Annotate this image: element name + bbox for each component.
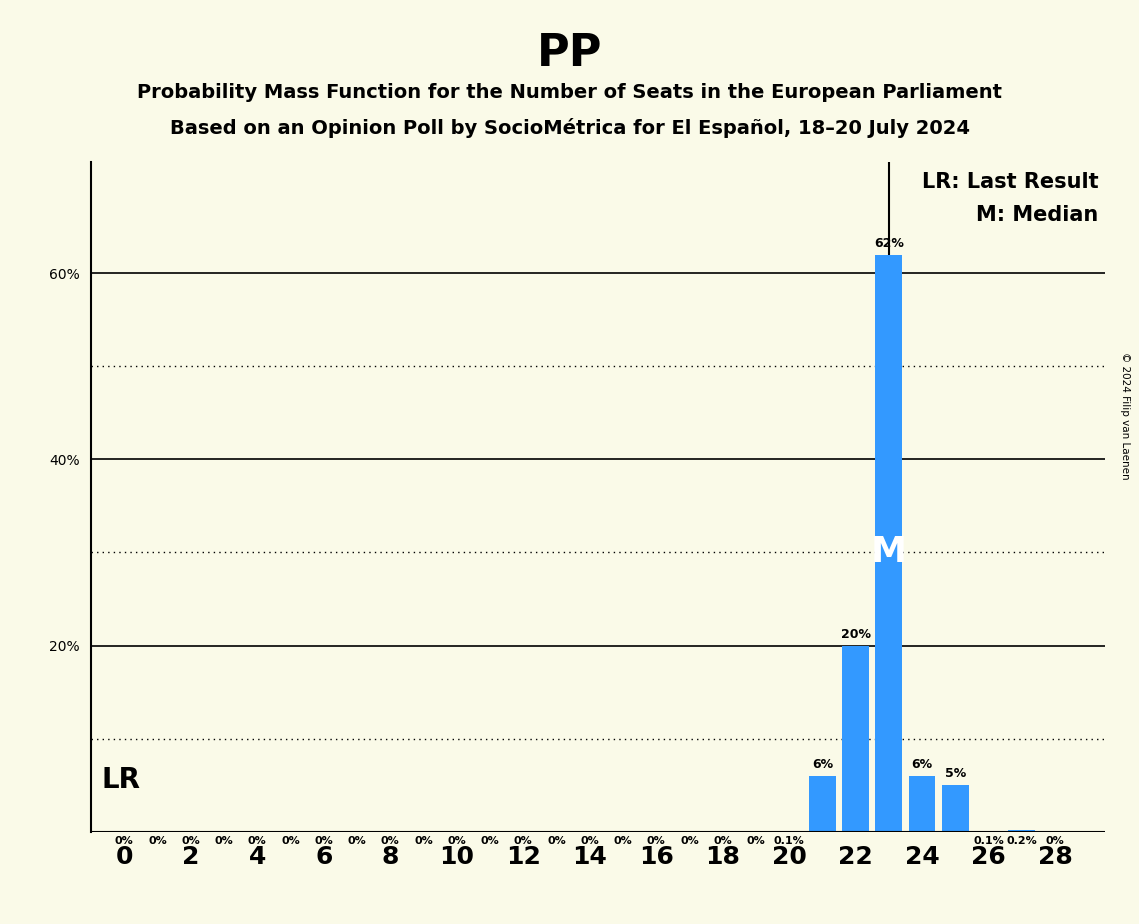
Text: 62%: 62%: [874, 237, 903, 250]
Text: 0%: 0%: [214, 836, 233, 846]
Text: 0%: 0%: [547, 836, 566, 846]
Text: 0%: 0%: [680, 836, 698, 846]
Text: 6%: 6%: [911, 758, 933, 772]
Text: 0%: 0%: [1046, 836, 1064, 846]
Text: 5%: 5%: [944, 768, 966, 781]
Text: 0%: 0%: [746, 836, 765, 846]
Text: 0%: 0%: [481, 836, 499, 846]
Text: 0%: 0%: [448, 836, 466, 846]
Text: 0%: 0%: [248, 836, 267, 846]
Text: 0%: 0%: [713, 836, 732, 846]
Text: 0%: 0%: [380, 836, 400, 846]
Text: 20%: 20%: [841, 628, 870, 641]
Text: PP: PP: [536, 32, 603, 76]
Text: 6%: 6%: [812, 758, 833, 772]
Text: 0.2%: 0.2%: [1007, 836, 1038, 846]
Text: M: Median: M: Median: [976, 205, 1098, 225]
Text: LR: Last Result: LR: Last Result: [921, 172, 1098, 192]
Text: 0%: 0%: [347, 836, 367, 846]
Text: 0%: 0%: [148, 836, 167, 846]
Text: 0%: 0%: [181, 836, 200, 846]
Text: 0.1%: 0.1%: [973, 836, 1003, 846]
Text: 0.1%: 0.1%: [773, 836, 804, 846]
Bar: [776, 831, 802, 832]
Text: 0%: 0%: [314, 836, 333, 846]
Bar: [909, 776, 935, 832]
Bar: [942, 785, 968, 832]
Text: M: M: [871, 536, 907, 569]
Text: 0%: 0%: [614, 836, 632, 846]
Text: 0%: 0%: [115, 836, 133, 846]
Bar: [975, 831, 1002, 832]
Bar: [1008, 830, 1035, 832]
Text: LR: LR: [101, 766, 140, 795]
Bar: [842, 646, 869, 832]
Text: Probability Mass Function for the Number of Seats in the European Parliament: Probability Mass Function for the Number…: [137, 83, 1002, 103]
Bar: [876, 255, 902, 832]
Text: Based on an Opinion Poll by SocioMétrica for El Español, 18–20 July 2024: Based on an Opinion Poll by SocioMétrica…: [170, 118, 969, 139]
Text: 0%: 0%: [647, 836, 665, 846]
Text: 0%: 0%: [580, 836, 599, 846]
Text: © 2024 Filip van Laenen: © 2024 Filip van Laenen: [1121, 352, 1130, 480]
Text: 0%: 0%: [281, 836, 300, 846]
Bar: [809, 776, 836, 832]
Text: 0%: 0%: [514, 836, 533, 846]
Text: 0%: 0%: [415, 836, 433, 846]
